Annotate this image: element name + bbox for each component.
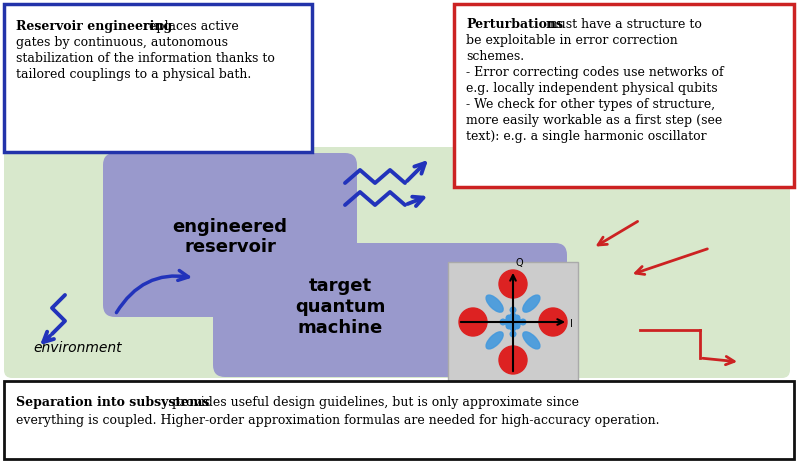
FancyBboxPatch shape (454, 4, 794, 187)
Ellipse shape (486, 332, 503, 349)
Text: must have a structure to: must have a structure to (542, 18, 702, 31)
Text: tailored couplings to a physical bath.: tailored couplings to a physical bath. (16, 68, 251, 81)
Text: text): e.g. a single harmonic oscillator: text): e.g. a single harmonic oscillator (466, 130, 706, 143)
Circle shape (514, 315, 520, 321)
Circle shape (500, 319, 506, 325)
Circle shape (499, 346, 527, 374)
Circle shape (510, 319, 516, 325)
Circle shape (506, 323, 512, 329)
Circle shape (514, 323, 520, 329)
Text: replaces active: replaces active (139, 20, 238, 33)
Text: more easily workable as a first step (see: more easily workable as a first step (se… (466, 114, 722, 127)
Text: - We check for other types of structure,: - We check for other types of structure, (466, 98, 715, 111)
Text: gates by continuous, autonomous: gates by continuous, autonomous (16, 36, 228, 49)
FancyBboxPatch shape (4, 381, 794, 459)
Circle shape (516, 319, 522, 325)
Text: schemes.: schemes. (466, 50, 524, 63)
Text: everything is coupled. Higher-order approximation formulas are needed for high-a: everything is coupled. Higher-order appr… (16, 414, 659, 427)
FancyBboxPatch shape (4, 4, 312, 152)
Circle shape (510, 325, 516, 331)
Text: - Error correcting codes use networks of: - Error correcting codes use networks of (466, 66, 724, 79)
Text: Separation into subsystems: Separation into subsystems (16, 396, 210, 409)
Text: provides useful design guidelines, but is only approximate since: provides useful design guidelines, but i… (168, 396, 579, 409)
Ellipse shape (486, 295, 503, 312)
Text: engineered
reservoir: engineered reservoir (173, 218, 287, 256)
Text: Reservoir engineering: Reservoir engineering (16, 20, 172, 33)
Circle shape (510, 307, 516, 313)
Circle shape (499, 270, 527, 298)
FancyBboxPatch shape (213, 243, 567, 377)
Circle shape (504, 319, 510, 325)
Text: e.g. locally independent physical qubits: e.g. locally independent physical qubits (466, 82, 718, 95)
Circle shape (506, 315, 512, 321)
Text: Q: Q (516, 258, 524, 268)
Circle shape (510, 331, 516, 337)
FancyBboxPatch shape (4, 147, 790, 378)
Circle shape (539, 308, 567, 336)
Circle shape (520, 319, 526, 325)
Text: be exploitable in error correction: be exploitable in error correction (466, 34, 678, 47)
Text: target
quantum
machine: target quantum machine (295, 277, 385, 337)
FancyBboxPatch shape (448, 262, 578, 382)
Ellipse shape (523, 295, 540, 312)
FancyBboxPatch shape (103, 153, 357, 317)
Ellipse shape (523, 332, 540, 349)
Text: stabilization of the information thanks to: stabilization of the information thanks … (16, 52, 275, 65)
Text: environment: environment (34, 341, 122, 355)
Text: I: I (570, 319, 573, 329)
Circle shape (510, 313, 516, 319)
Circle shape (459, 308, 487, 336)
Text: Perturbations: Perturbations (466, 18, 563, 31)
